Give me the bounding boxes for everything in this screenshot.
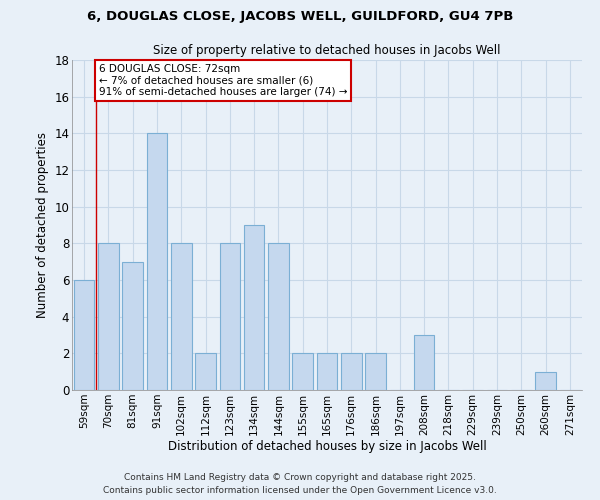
Bar xyxy=(195,354,216,390)
Bar xyxy=(146,134,167,390)
Title: Size of property relative to detached houses in Jacobs Well: Size of property relative to detached ho… xyxy=(153,44,501,58)
Bar xyxy=(220,244,240,390)
Bar xyxy=(98,244,119,390)
Y-axis label: Number of detached properties: Number of detached properties xyxy=(35,132,49,318)
X-axis label: Distribution of detached houses by size in Jacobs Well: Distribution of detached houses by size … xyxy=(167,440,487,454)
Text: 6 DOUGLAS CLOSE: 72sqm
← 7% of detached houses are smaller (6)
91% of semi-detac: 6 DOUGLAS CLOSE: 72sqm ← 7% of detached … xyxy=(99,64,347,97)
Bar xyxy=(317,354,337,390)
Bar xyxy=(414,335,434,390)
Bar xyxy=(171,244,191,390)
Bar xyxy=(535,372,556,390)
Bar xyxy=(74,280,94,390)
Text: Contains HM Land Registry data © Crown copyright and database right 2025.
Contai: Contains HM Land Registry data © Crown c… xyxy=(103,474,497,495)
Bar xyxy=(122,262,143,390)
Bar xyxy=(292,354,313,390)
Text: 6, DOUGLAS CLOSE, JACOBS WELL, GUILDFORD, GU4 7PB: 6, DOUGLAS CLOSE, JACOBS WELL, GUILDFORD… xyxy=(87,10,513,23)
Bar xyxy=(341,354,362,390)
Bar xyxy=(244,225,265,390)
Bar xyxy=(365,354,386,390)
Bar xyxy=(268,244,289,390)
